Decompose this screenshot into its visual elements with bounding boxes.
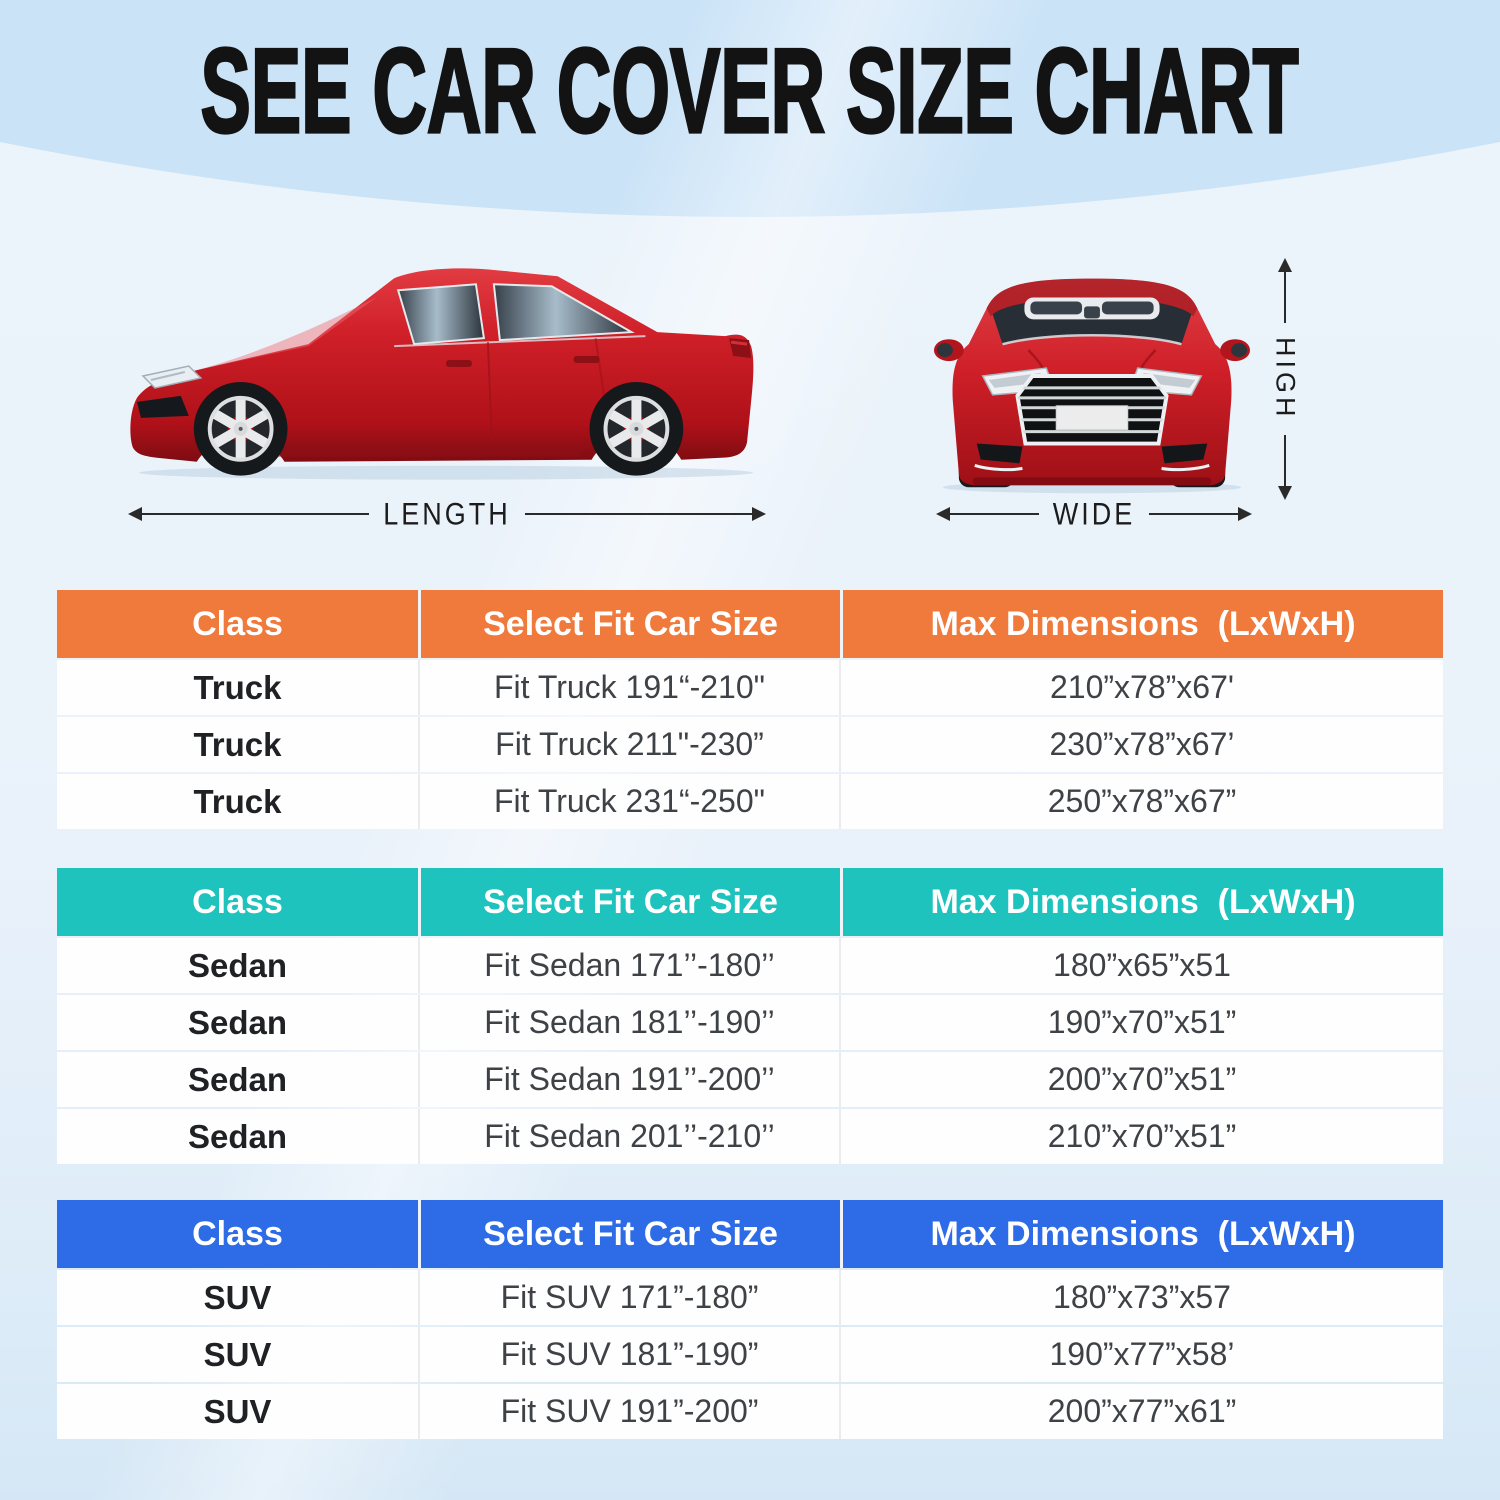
dimensions-cell: 230”x78”x67’ [839, 717, 1443, 772]
arrow-right-icon [1238, 507, 1252, 521]
arrow-left-icon [936, 507, 950, 521]
dimensions-cell: 180”x65”x51 [839, 938, 1443, 993]
dimensions-cell: 250”x78”x67” [839, 774, 1443, 829]
high-label: HIGH [1270, 337, 1301, 421]
dimensions-cell: 190”x77”x58’ [839, 1327, 1443, 1382]
dimensions-cell: 180”x73”x57 [839, 1270, 1443, 1325]
arrow-line [524, 513, 752, 515]
dimensions-cell: 210”x78”x67' [839, 660, 1443, 715]
class-cell: Truck [57, 774, 418, 829]
table-row: Sedan Fit Sedan 191’’-200’’ 200”x70”x51” [57, 1052, 1443, 1107]
arrow-line [1149, 513, 1238, 515]
width-dimension-arrow: WIDE [936, 496, 1252, 531]
class-cell: Sedan [57, 995, 418, 1050]
class-cell: SUV [57, 1327, 418, 1382]
dimensions-cell: 200”x77”x61” [839, 1384, 1443, 1439]
fit-size-cell: Fit SUV 181”-190” [418, 1327, 839, 1382]
table-row: Sedan Fit Sedan 171’’-180’’ 180”x65”x51 [57, 938, 1443, 993]
column-header-fit-size: Select Fit Car Size [418, 590, 840, 658]
fit-size-cell: Fit SUV 191”-200” [418, 1384, 839, 1439]
table-row: SUV Fit SUV 171”-180” 180”x73”x57 [57, 1270, 1443, 1325]
page-title: SEE CAR COVER SIZE CHART [0, 25, 1500, 158]
sedan-side-view-illustration [130, 268, 754, 480]
fit-size-cell: Fit Sedan 181’’-190’’ [418, 995, 839, 1050]
table-row: Truck Fit Truck 211"-230” 230”x78”x67’ [57, 717, 1443, 772]
table-row: Truck Fit Truck 191“-210" 210”x78”x67' [57, 660, 1443, 715]
column-header-class: Class [192, 604, 283, 643]
class-cell: Sedan [57, 1052, 418, 1107]
fit-size-cell: Fit Sedan 201’’-210’’ [418, 1109, 839, 1164]
dimensions-cell: 210”x70”x51” [839, 1109, 1443, 1164]
table-header-row: Class Select Fit Car Size Max Dimensions… [57, 868, 1443, 936]
column-header-fit-size: Select Fit Car Size [418, 1200, 840, 1268]
table-header-row: Class Select Fit Car Size Max Dimensions… [57, 1200, 1443, 1268]
length-dimension-arrow: LENGTH [128, 496, 766, 531]
fit-size-cell: Fit SUV 171”-180” [418, 1270, 839, 1325]
class-cell: Sedan [57, 938, 418, 993]
column-header-max-dimensions: Max Dimensions (LxWxH) [840, 1200, 1443, 1268]
arrow-line [1284, 272, 1286, 324]
column-header-class: Class [192, 882, 283, 921]
table-row: Sedan Fit Sedan 181’’-190’’ 190”x70”x51” [57, 995, 1443, 1050]
arrow-right-icon [752, 507, 766, 521]
height-dimension-arrow: HIGH [1268, 258, 1302, 500]
fit-size-cell: Fit Truck 211"-230” [418, 717, 839, 772]
table-row: SUV Fit SUV 181”-190” 190”x77”x58’ [57, 1327, 1443, 1382]
table-header-row: Class Select Fit Car Size Max Dimensions… [57, 590, 1443, 658]
fit-size-cell: Fit Sedan 191’’-200’’ [418, 1052, 839, 1107]
arrow-line [142, 513, 370, 515]
arrow-line [950, 513, 1039, 515]
class-cell: Sedan [57, 1109, 418, 1164]
suv-size-table: Class Select Fit Car Size Max Dimensions… [57, 1200, 1443, 1439]
class-cell: Truck [57, 660, 418, 715]
column-header-fit-size: Select Fit Car Size [418, 868, 840, 936]
table-row: Truck Fit Truck 231“-250" 250”x78”x67” [57, 774, 1443, 829]
arrow-down-icon [1278, 486, 1292, 500]
car-front-view-illustration [933, 278, 1251, 494]
top-curved-band [0, 0, 1500, 217]
sedan-size-table: Class Select Fit Car Size Max Dimensions… [57, 868, 1443, 1164]
table-row: Sedan Fit Sedan 201’’-210’’ 210”x70”x51” [57, 1109, 1443, 1164]
class-cell: SUV [57, 1270, 418, 1325]
fit-size-cell: Fit Truck 191“-210" [418, 660, 839, 715]
column-header-max-dimensions: Max Dimensions (LxWxH) [840, 868, 1443, 936]
arrow-up-icon [1278, 258, 1292, 272]
length-label: LENGTH [383, 496, 511, 531]
column-header-max-dimensions: Max Dimensions (LxWxH) [840, 590, 1443, 658]
dimensions-cell: 190”x70”x51” [839, 995, 1443, 1050]
column-header-class: Class [192, 1214, 283, 1253]
arrow-left-icon [128, 507, 142, 521]
table-row: SUV Fit SUV 191”-200” 200”x77”x61” [57, 1384, 1443, 1439]
page-title-text: SEE CAR COVER SIZE CHART [200, 25, 1300, 159]
fit-size-cell: Fit Sedan 171’’-180’’ [418, 938, 839, 993]
fit-size-cell: Fit Truck 231“-250" [418, 774, 839, 829]
arrow-line [1284, 434, 1286, 486]
class-cell: Truck [57, 717, 418, 772]
truck-size-table: Class Select Fit Car Size Max Dimensions… [57, 590, 1443, 829]
wide-label: WIDE [1052, 496, 1136, 531]
dimensions-cell: 200”x70”x51” [839, 1052, 1443, 1107]
class-cell: SUV [57, 1384, 418, 1439]
